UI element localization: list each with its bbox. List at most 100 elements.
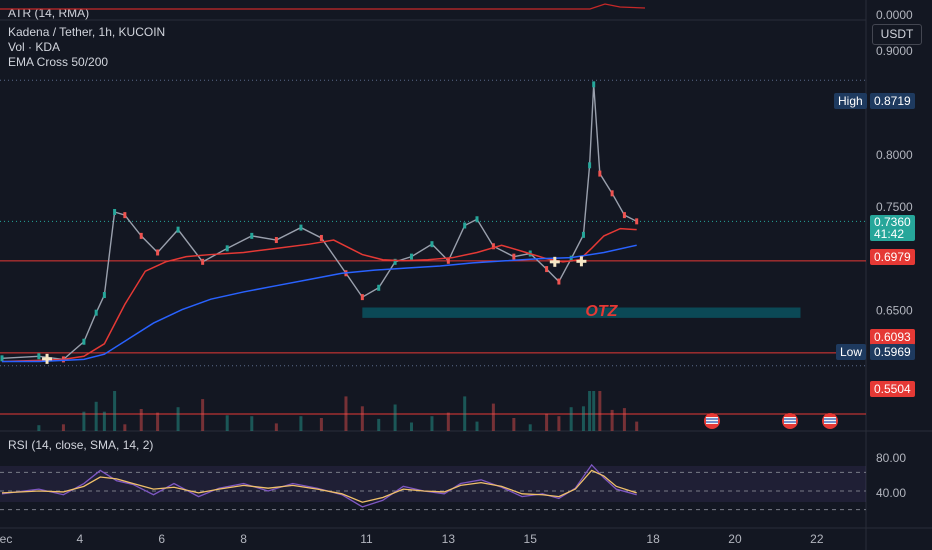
level-tag-2: 0.6093 (870, 329, 915, 345)
volume-bar (37, 425, 41, 431)
price-point (201, 258, 205, 265)
time-tick-label: 20 (728, 532, 742, 546)
current-price-tag: 0.7360 41:42 (870, 215, 915, 241)
price-point (512, 253, 516, 260)
price-line (1, 84, 638, 361)
price-point (581, 231, 585, 238)
ema200-line (2, 244, 637, 363)
volume-bar (274, 423, 278, 431)
high-value-tag: 0.8719 (870, 93, 915, 109)
cross-bar-v (579, 256, 583, 267)
volume-bars (37, 391, 639, 431)
price-point (598, 170, 602, 177)
price-tick-label: 0.9000 (876, 44, 913, 58)
otz-zone-label: OTZ (585, 303, 618, 320)
volume-bar (463, 396, 467, 431)
volume-bar (319, 418, 323, 431)
price-point (123, 212, 127, 219)
price-point (610, 190, 614, 197)
otz-zone[interactable]: OTZ (362, 303, 801, 320)
time-tick-label: 4 (76, 532, 83, 546)
time-tick-label: 11 (360, 532, 373, 546)
price-point (557, 278, 561, 285)
level-tag-3: 0.5504 (870, 381, 915, 397)
event-flag-icon[interactable] (822, 413, 838, 429)
time-tick-label: ec (0, 532, 12, 546)
price-point (475, 216, 479, 223)
rsi-lines (0, 463, 866, 511)
price-point (82, 338, 86, 345)
chart-title[interactable]: Kadena / Tether, 1h, KUCOIN (8, 25, 166, 39)
volume-bar (446, 412, 450, 431)
cross-bar-v (45, 353, 49, 364)
volume-bar (528, 424, 532, 431)
price-point (491, 243, 495, 250)
ema-legend[interactable]: EMA Cross 50/200 (8, 55, 109, 69)
price-point (360, 294, 364, 301)
volume-bar (201, 399, 205, 431)
cross-marker (549, 256, 560, 267)
price-point (274, 237, 278, 244)
volume-bar (344, 396, 348, 431)
rsi-line (1, 463, 637, 508)
volume-bar (156, 412, 160, 431)
event-flag-icon[interactable] (782, 413, 798, 429)
ema-cross-markers (42, 256, 587, 364)
event-flag-icon[interactable] (704, 413, 720, 429)
volume-bar (557, 416, 561, 431)
price-point (430, 241, 434, 248)
price-point (225, 245, 229, 252)
volume-bar (475, 421, 479, 431)
volume-bar (545, 413, 549, 431)
cross-marker (576, 256, 587, 267)
volume-bar (94, 401, 98, 431)
price-point (37, 353, 41, 360)
price-point (176, 226, 180, 233)
price-point (545, 266, 549, 273)
rsi-legend[interactable]: RSI (14, close, SMA, 14, 2) (8, 438, 154, 452)
volume-bar (113, 391, 117, 431)
volume-bar (250, 416, 254, 431)
volume-bar (581, 406, 585, 431)
volume-bar (409, 422, 413, 431)
time-tick-label: 18 (646, 532, 660, 546)
low-value-tag: 0.5969 (870, 344, 915, 360)
price-point (588, 162, 592, 169)
otz-zone-rect[interactable] (362, 307, 801, 318)
volume-bar (102, 411, 106, 431)
high-label-tag: High (834, 93, 867, 109)
price-point (635, 218, 639, 225)
rsi-axis-80: 80.00 (876, 451, 906, 465)
price-point (139, 232, 143, 239)
volume-bar (491, 403, 495, 431)
cross-bar-v (553, 256, 557, 267)
volume-bar (225, 415, 229, 431)
level-tag-1: 0.6979 (870, 249, 915, 265)
horizontal-levels (0, 79, 866, 415)
time-axis[interactable]: ec 4 6 8 11 13 15 18 20 22 (0, 532, 824, 546)
atr-line (0, 3, 646, 10)
currency-button[interactable]: USDT (872, 24, 922, 45)
time-tick-label: 22 (810, 532, 824, 546)
price-point (0, 355, 4, 362)
price-tick-label: 0.7500 (876, 200, 913, 214)
price-tick-label: 0.6500 (876, 304, 913, 318)
price-point (377, 284, 381, 291)
price-point (319, 234, 323, 241)
price-point (94, 309, 98, 316)
price-point (569, 255, 573, 262)
rsi-ma-line (1, 469, 637, 503)
volume-bar (430, 416, 434, 431)
volume-bar (360, 406, 364, 431)
price-point (102, 292, 106, 299)
volume-bar (598, 391, 602, 431)
price-point (299, 224, 303, 231)
price-point (622, 212, 626, 219)
volume-legend[interactable]: Vol · KDA (8, 40, 61, 54)
time-tick-label: 15 (524, 532, 538, 546)
volume-bar (139, 409, 143, 431)
volume-bar (512, 418, 516, 431)
volume-bar (299, 416, 303, 431)
